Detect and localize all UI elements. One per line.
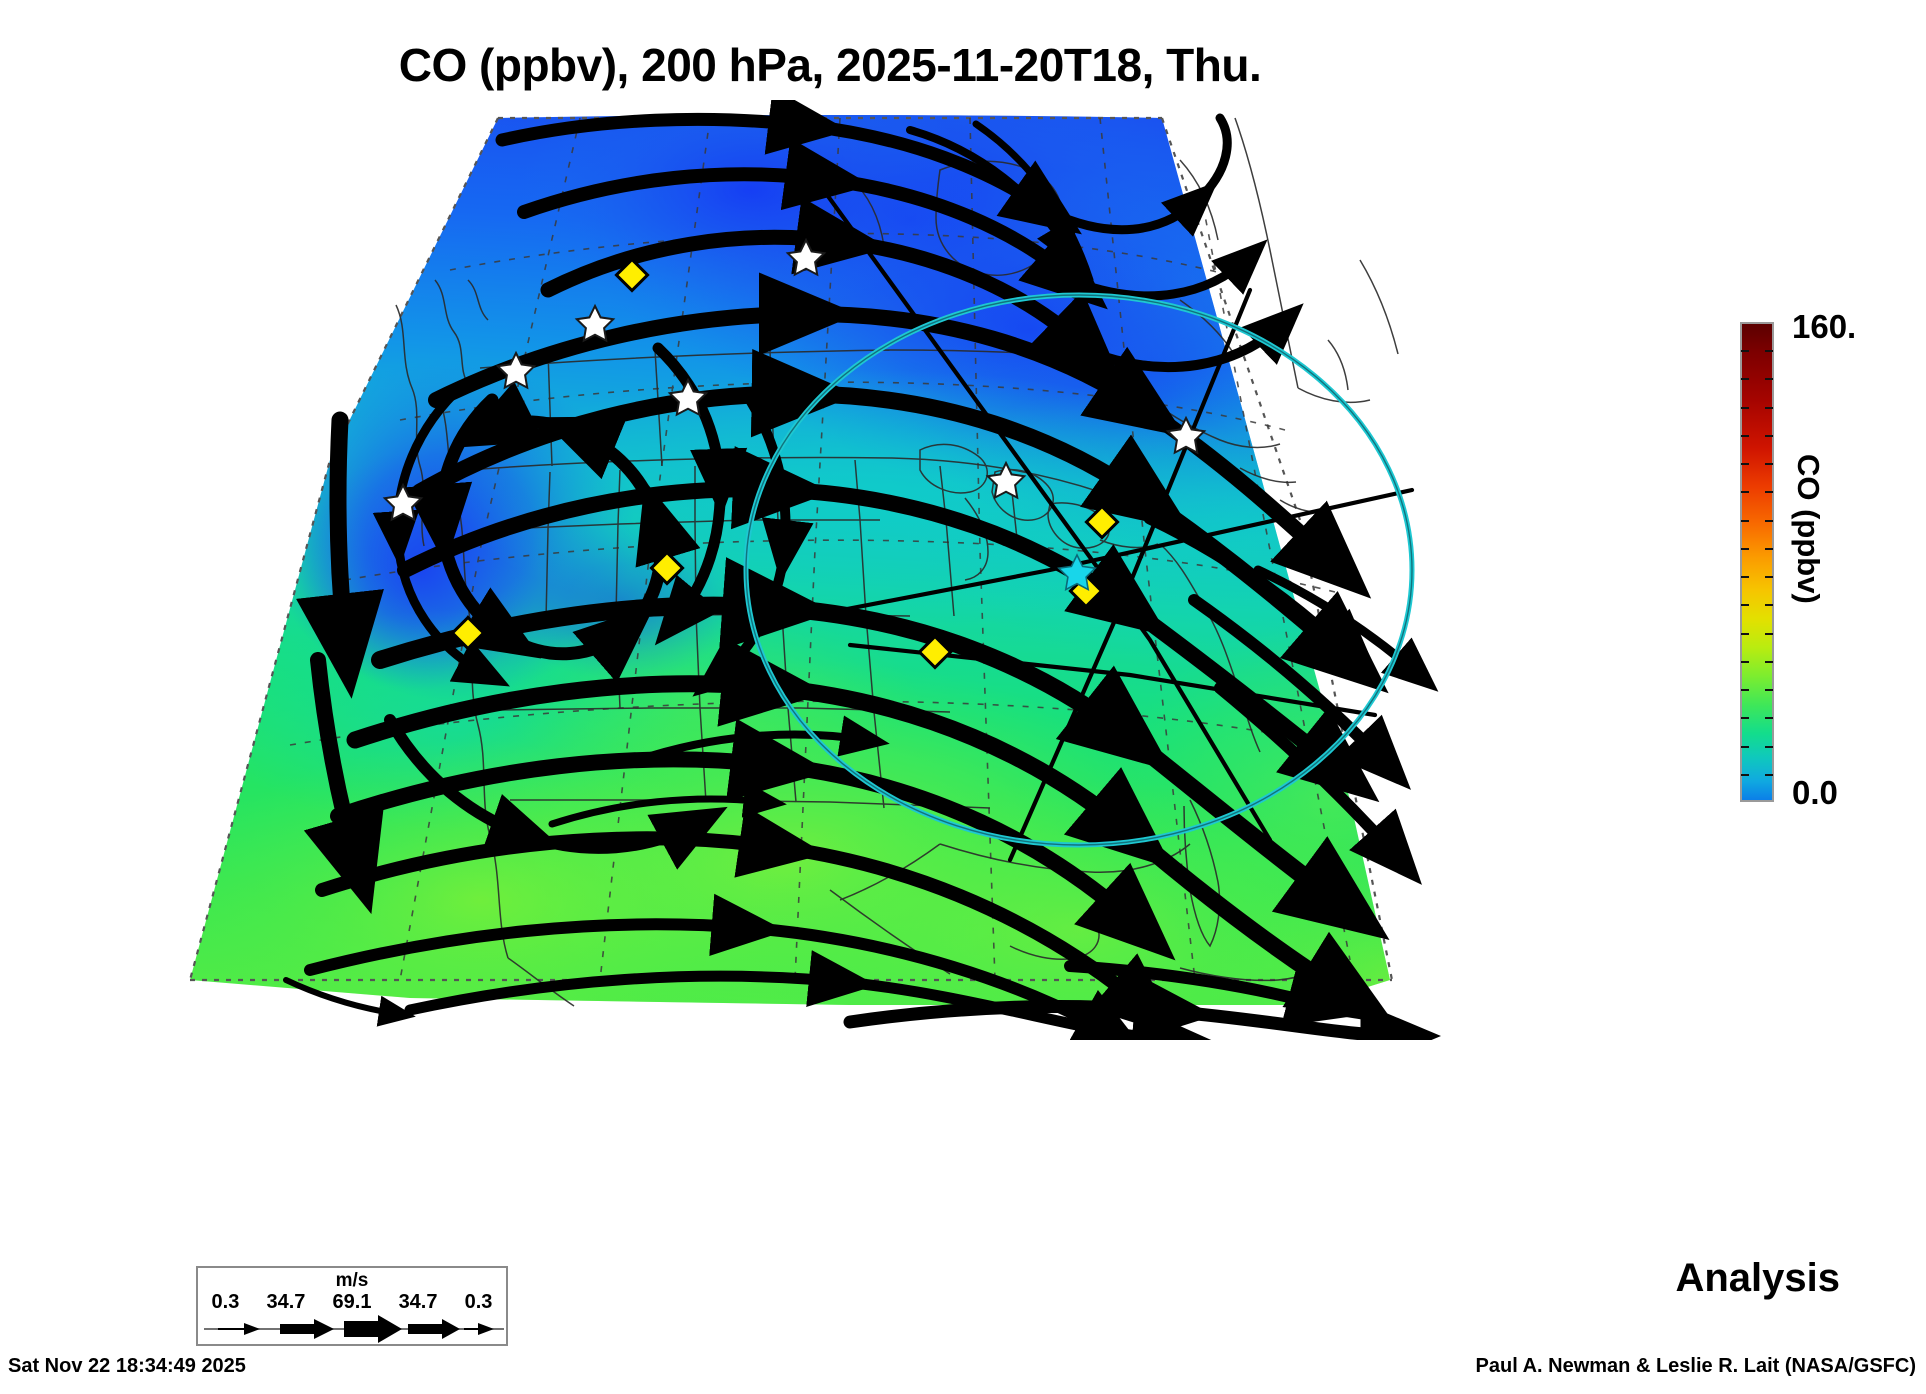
page-title: CO (ppbv), 200 hPa, 2025-11-20T18, Thu.: [398, 39, 1262, 91]
marker-yellow-diamond[interactable]: [450, 257, 1120, 670]
flight-track-b: [1007, 287, 1253, 863]
marker-white-star[interactable]: [382, 237, 1207, 522]
marker-cyan-star[interactable]: [1057, 553, 1097, 592]
wind-legend-value-0: 0.3: [211, 1291, 240, 1313]
wind-speed-legend: m/s 0.3 34.7 69.1 34.7 0.3: [196, 1266, 508, 1346]
generation-timestamp: Sat Nov 22 18:34:49 2025: [8, 1355, 246, 1377]
colorbar-axis-label: CO (ppbv): [1791, 454, 1826, 604]
colorbar-min-label: 0.0: [1792, 774, 1838, 811]
wind-legend-units: m/s: [335, 1270, 369, 1291]
wind-legend-value-1: 34.7: [266, 1291, 306, 1313]
station-markers[interactable]: [382, 237, 1207, 670]
colorbar: 160. 0.0 CO (ppbv): [1740, 308, 1910, 812]
wind-legend-value-4: 0.3: [464, 1291, 493, 1313]
analysis-label: Analysis: [1675, 1256, 1840, 1300]
flight-track-c: [787, 487, 1415, 623]
colorbar-gradient: [1740, 322, 1774, 802]
map-plot-area[interactable]: [150, 100, 1570, 1040]
wind-legend-arrow-scale: [204, 1315, 504, 1343]
wind-legend-values: 0.3 34.7 69.1 34.7 0.3: [198, 1291, 506, 1314]
colorbar-max-label: 160.: [1792, 308, 1857, 345]
co-contour-map[interactable]: [150, 100, 1570, 1040]
flight-track-a: [777, 127, 1273, 843]
author-credit: Paul A. Newman & Leslie R. Lait (NASA/GS…: [1475, 1355, 1916, 1377]
wind-legend-value-2: 69.1: [332, 1291, 372, 1313]
range-circle: [743, 292, 1415, 848]
wind-legend-value-3: 34.7: [398, 1291, 438, 1313]
